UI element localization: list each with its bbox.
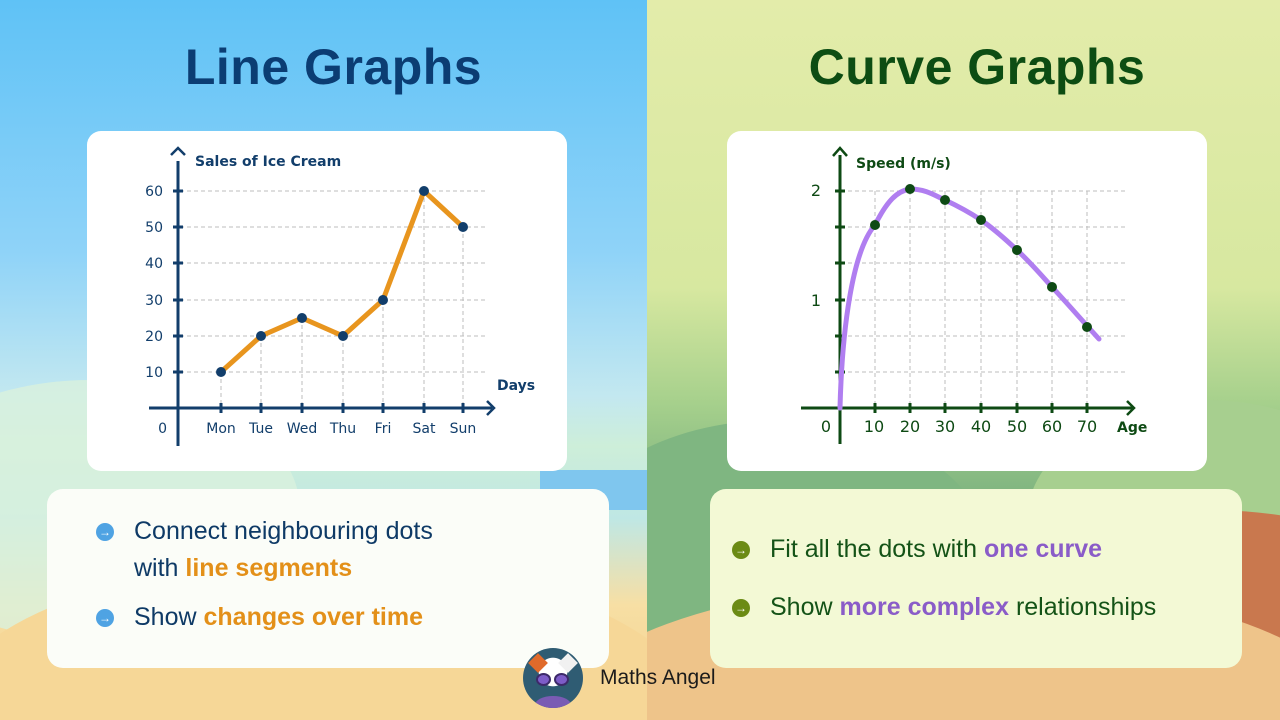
y-tick-label: 50 [145, 220, 163, 236]
x-tick-label: 10 [864, 417, 884, 436]
highlight-text: more complex [839, 593, 1009, 621]
y-tick-label: 30 [145, 293, 163, 309]
line-graph-notes: → Connect neighbouring dots with line se… [47, 489, 609, 668]
brand-name: Maths Angel [600, 666, 716, 689]
x-tick-label: 40 [971, 417, 991, 436]
x-tick-label: Thu [329, 421, 356, 437]
chart-title: Speed (m/s) [856, 156, 951, 172]
arrow-right-icon: → [732, 541, 750, 559]
origin-label: 0 [158, 421, 167, 437]
y-tick-label: 10 [145, 365, 163, 381]
arrow-right-icon: → [732, 599, 750, 617]
bullet-item: → Connect neighbouring dots with line se… [96, 513, 433, 587]
bullet-item: → Show changes over time [96, 599, 423, 636]
x-tick-label: 20 [900, 417, 920, 436]
highlight-text: one curve [983, 535, 1103, 563]
x-tick-label: Tue [248, 421, 273, 437]
chart-title: Sales of Ice Cream [195, 154, 341, 170]
curve-graph-chart: Speed (m/s) Age 2 1 0 10 20 30 40 50 60 … [801, 146, 1147, 444]
x-tick-label: Mon [206, 421, 236, 437]
cat-mascot-avatar [523, 648, 583, 708]
x-tick-label: Sat [413, 421, 436, 437]
x-tick-label: Wed [287, 421, 318, 437]
origin-label: 0 [821, 417, 831, 436]
curve-graph-notes: → Fit all the dots with one curve → Show… [710, 489, 1242, 668]
x-tick-label: Fri [375, 421, 392, 437]
x-tick-label: Sun [450, 421, 477, 437]
y-tick-label: 40 [145, 256, 163, 272]
data-points [216, 186, 468, 377]
arrow-right-icon: → [96, 609, 114, 627]
bullet-text: Fit all the dots with one curve [770, 535, 1103, 563]
x-axis-label: Days [497, 378, 535, 394]
arrow-right-icon: → [96, 523, 114, 541]
highlight-text: line segments [185, 554, 353, 582]
bullet-text: Show more complex relationships [770, 593, 1157, 621]
curve-graphs-title: Curve Graphs [808, 39, 1146, 95]
line-graph-card: Sales of Ice Cream Days 60 50 40 30 20 1… [87, 131, 567, 471]
bullet-item: → Fit all the dots with one curve [732, 531, 1102, 568]
axes [149, 146, 496, 446]
curve-graph-card: Speed (m/s) Age 2 1 0 10 20 30 40 50 60 … [727, 131, 1207, 471]
line-graph-chart: Sales of Ice Cream Days 60 50 40 30 20 1… [145, 146, 535, 446]
y-tick-label: 20 [145, 329, 163, 345]
y-tick-label: 60 [145, 184, 163, 200]
bullet-text: Show changes over time [134, 603, 424, 631]
brand-logo: Maths Angel [523, 648, 716, 708]
gridlines [841, 190, 1127, 408]
x-tick-label: 70 [1077, 417, 1097, 436]
sales-line [219, 188, 465, 374]
x-axis-label: Age [1117, 420, 1147, 436]
gridlines [180, 190, 487, 408]
bullet-text: Connect neighbouring dots with line segm… [134, 517, 433, 582]
bullet-item: → Show more complex relationships [732, 589, 1156, 626]
line-graphs-title: Line Graphs [184, 39, 483, 95]
data-points [870, 184, 1092, 332]
y-tick-label: 1 [811, 291, 821, 310]
x-tick-label: 30 [935, 417, 955, 436]
x-tick-label: 50 [1007, 417, 1027, 436]
x-tick-label: 60 [1042, 417, 1062, 436]
highlight-text: changes over time [203, 603, 424, 631]
y-tick-label: 2 [811, 181, 821, 200]
